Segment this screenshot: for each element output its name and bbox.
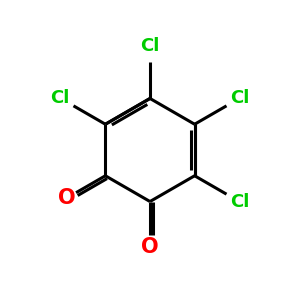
Text: Cl: Cl	[230, 193, 249, 211]
Text: O: O	[141, 237, 159, 256]
Text: Cl: Cl	[51, 89, 70, 107]
Text: O: O	[58, 188, 75, 208]
Text: Cl: Cl	[230, 89, 249, 107]
Text: Cl: Cl	[140, 38, 160, 56]
